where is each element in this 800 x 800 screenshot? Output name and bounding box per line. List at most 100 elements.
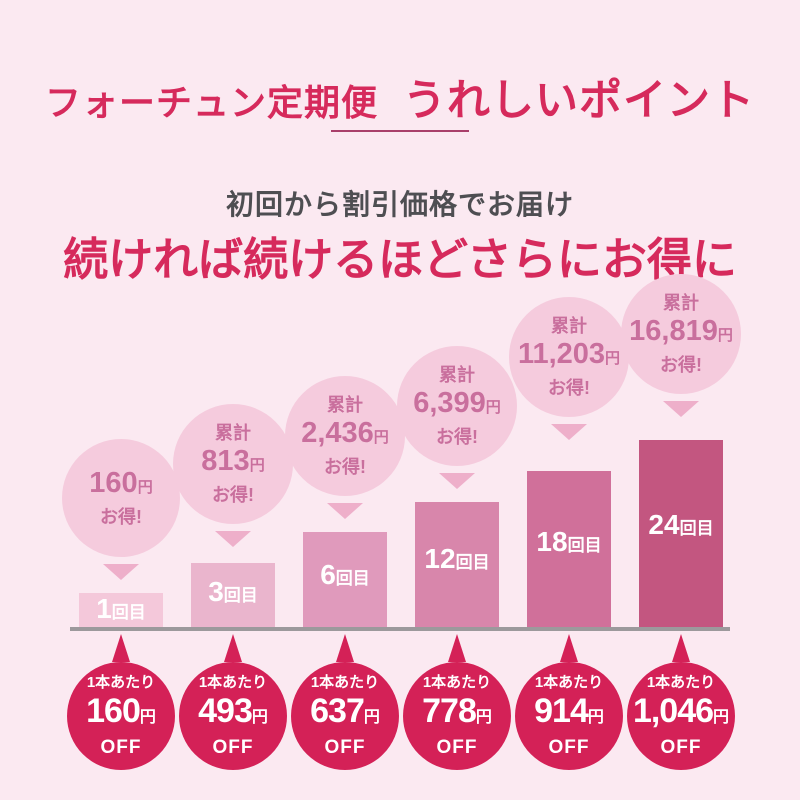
- savings-amount: 813円: [201, 445, 264, 482]
- arrow-down-icon: [327, 503, 363, 519]
- off-badge-tail: [336, 634, 354, 662]
- arrow-down-icon: [551, 424, 587, 440]
- arrow-down-icon: [215, 531, 251, 547]
- per-bottle-off-badge: 1本あたり 1,046円 OFF: [627, 662, 735, 770]
- savings-prefix-label: 累計: [439, 364, 475, 385]
- off-text: OFF: [660, 736, 702, 758]
- per-bottle-label: 1本あたり: [86, 673, 156, 691]
- bar: [527, 471, 611, 628]
- off-text: OFF: [100, 736, 142, 758]
- savings-prefix-label: 累計: [215, 422, 251, 443]
- off-badge-tail: [448, 634, 466, 662]
- per-bottle-off-badge: 1本あたり 160円 OFF: [67, 662, 175, 770]
- bar-label-number: 24: [648, 508, 680, 540]
- bar-label: 1回目: [79, 594, 163, 629]
- arrow-down-icon: [663, 401, 699, 417]
- savings-amount: 11,203円: [518, 338, 620, 375]
- bar-label: 24回目: [639, 508, 723, 545]
- savings-note: お得!: [324, 456, 366, 477]
- bar-label-unit: 回目: [223, 586, 258, 606]
- title-divider: [331, 130, 469, 132]
- bar: [303, 532, 387, 628]
- off-badge-tail: [112, 634, 130, 662]
- savings-amount-unit: 円: [249, 456, 265, 474]
- bar-label-number: 3: [208, 576, 224, 608]
- off-badge-tail: [224, 634, 242, 662]
- savings-note: お得!: [212, 484, 254, 505]
- savings-amount-number: 813: [201, 444, 250, 477]
- savings-note: お得!: [660, 354, 702, 375]
- savings-amount-unit: 円: [373, 428, 389, 446]
- bar-label-number: 18: [536, 525, 568, 557]
- off-amount-number: 637: [310, 691, 365, 730]
- bar-label-unit: 回目: [567, 535, 602, 555]
- savings-prefix-label: 累計: [551, 315, 587, 336]
- bar-label-unit: 回目: [455, 552, 490, 572]
- per-bottle-label: 1本あたり: [198, 673, 268, 691]
- off-amount-number: 493: [198, 691, 253, 730]
- bar-label-number: 1: [96, 593, 112, 624]
- cumulative-savings-bubble: 160円 お得!: [62, 439, 180, 557]
- off-text: OFF: [548, 736, 590, 758]
- off-amount-unit: 円: [587, 708, 604, 726]
- per-bottle-off-badge: 1本あたり 914円 OFF: [515, 662, 623, 770]
- off-amount: 1,046円: [633, 693, 729, 736]
- savings-amount-number: 160: [89, 466, 138, 499]
- savings-amount: 16,819円: [629, 315, 733, 352]
- cumulative-savings-bubble: 累計 16,819円 お得!: [621, 274, 741, 394]
- bar: [415, 502, 499, 628]
- off-text: OFF: [324, 736, 366, 758]
- page-title-brand: フォーチュン定期便: [45, 82, 379, 124]
- per-bottle-label: 1本あたり: [310, 673, 380, 691]
- bar-label: 12回目: [415, 542, 499, 579]
- savings-note: お得!: [100, 506, 142, 527]
- bar-label-unit: 回目: [335, 569, 370, 589]
- bar-label: 3回目: [191, 577, 275, 612]
- off-amount-unit: 円: [713, 708, 730, 726]
- savings-amount-number: 11,203: [517, 337, 606, 370]
- chart-baseline: [70, 627, 730, 631]
- cumulative-savings-bubble: 累計 6,399円 お得!: [397, 346, 517, 466]
- savings-amount-unit: 円: [137, 478, 153, 496]
- per-bottle-label: 1本あたり: [534, 673, 604, 691]
- bar-label-number: 12: [424, 542, 456, 574]
- bar: [191, 563, 275, 628]
- bar: [639, 440, 723, 628]
- off-amount: 493円: [198, 693, 268, 736]
- per-bottle-off-badge: 1本あたり 637円 OFF: [291, 662, 399, 770]
- per-bottle-label: 1本あたり: [646, 673, 716, 691]
- savings-amount-number: 16,819: [629, 314, 718, 347]
- bar: [79, 593, 163, 628]
- off-badge-tail: [560, 634, 578, 662]
- bar-label: 6回目: [303, 560, 387, 595]
- off-amount: 637円: [310, 693, 380, 736]
- savings-amount-number: 2,436: [301, 416, 374, 449]
- bar-label-unit: 回目: [679, 518, 714, 538]
- page-title: フォーチュン定期便 うれしいポイント: [0, 77, 800, 128]
- cumulative-savings-bubble: 累計 813円 お得!: [173, 404, 293, 524]
- off-amount-number: 1,046: [632, 691, 714, 730]
- arrow-down-icon: [103, 564, 139, 580]
- off-amount-unit: 円: [139, 708, 156, 726]
- off-amount-unit: 円: [251, 708, 268, 726]
- per-bottle-off-badge: 1本あたり 778円 OFF: [403, 662, 511, 770]
- savings-amount-number: 6,399: [413, 386, 486, 419]
- bar-label-unit: 回目: [111, 603, 146, 622]
- off-amount-unit: 円: [363, 708, 380, 726]
- savings-amount: 2,436円: [301, 417, 389, 454]
- off-amount: 778円: [422, 693, 492, 736]
- page-title-highlight: うれしいポイント: [402, 77, 755, 126]
- savings-prefix-label: 累計: [327, 394, 363, 415]
- off-amount: 160円: [86, 693, 156, 736]
- arrow-down-icon: [439, 473, 475, 489]
- off-text: OFF: [436, 736, 478, 758]
- savings-prefix-label: 累計: [663, 292, 699, 313]
- off-amount-unit: 円: [475, 708, 492, 726]
- cumulative-savings-bubble: 累計 2,436円 お得!: [285, 376, 405, 496]
- subtitle: 初回から割引価格でお届け: [225, 189, 574, 220]
- savings-amount-unit: 円: [485, 398, 501, 416]
- per-bottle-off-badge: 1本あたり 493円 OFF: [179, 662, 287, 770]
- savings-amount-unit: 円: [717, 326, 733, 344]
